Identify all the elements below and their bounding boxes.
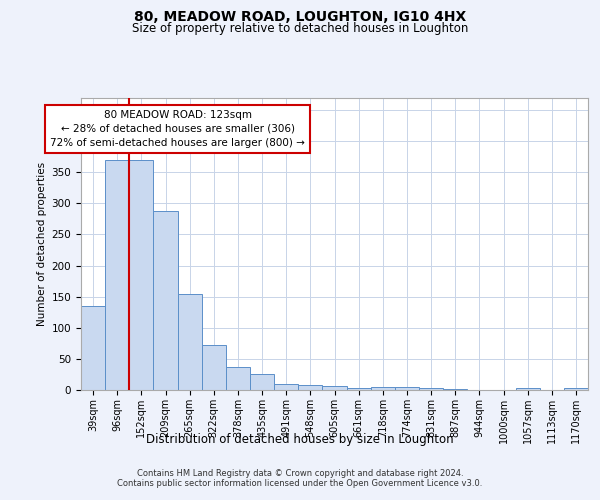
Text: Size of property relative to detached houses in Loughton: Size of property relative to detached ho… bbox=[132, 22, 468, 35]
Bar bbox=[178, 294, 202, 390]
Bar bbox=[250, 374, 274, 390]
Bar bbox=[515, 388, 540, 390]
Bar bbox=[154, 211, 178, 390]
Bar bbox=[419, 388, 443, 390]
Bar bbox=[105, 160, 129, 390]
Bar bbox=[347, 388, 371, 390]
Bar bbox=[81, 306, 105, 390]
Text: 80, MEADOW ROAD, LOUGHTON, IG10 4HX: 80, MEADOW ROAD, LOUGHTON, IG10 4HX bbox=[134, 10, 466, 24]
Bar bbox=[202, 344, 226, 390]
Bar bbox=[298, 385, 322, 390]
Text: Distribution of detached houses by size in Loughton: Distribution of detached houses by size … bbox=[146, 432, 454, 446]
Bar bbox=[395, 387, 419, 390]
Text: Contains HM Land Registry data © Crown copyright and database right 2024.
Contai: Contains HM Land Registry data © Crown c… bbox=[118, 469, 482, 488]
Bar bbox=[371, 387, 395, 390]
Bar bbox=[226, 367, 250, 390]
Text: 80 MEADOW ROAD: 123sqm
← 28% of detached houses are smaller (306)
72% of semi-de: 80 MEADOW ROAD: 123sqm ← 28% of detached… bbox=[50, 110, 305, 148]
Bar bbox=[322, 386, 347, 390]
Bar bbox=[564, 388, 588, 390]
Y-axis label: Number of detached properties: Number of detached properties bbox=[37, 162, 47, 326]
Bar bbox=[129, 160, 154, 390]
Bar bbox=[274, 384, 298, 390]
